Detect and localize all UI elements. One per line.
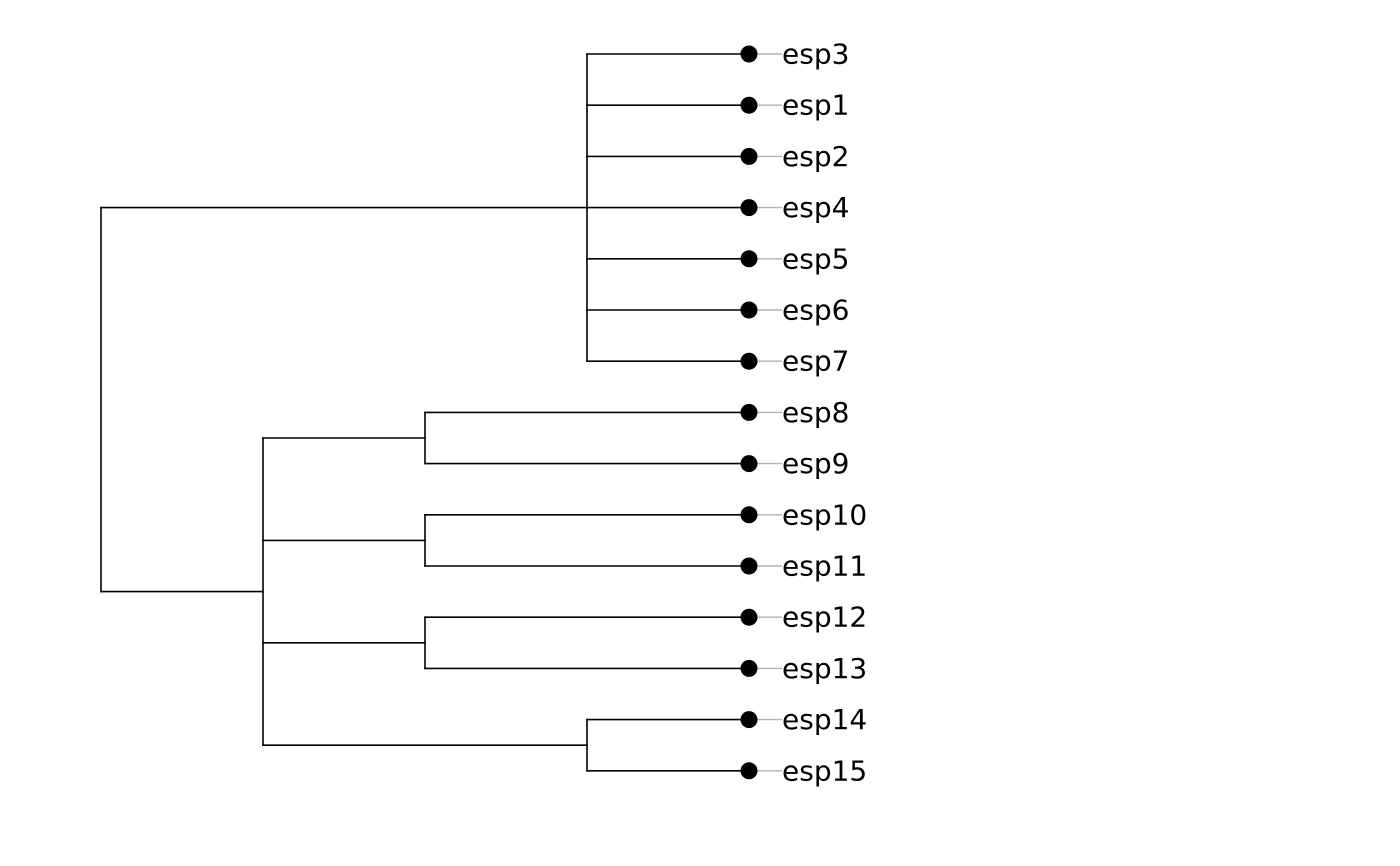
tip-label: esp7 bbox=[782, 345, 849, 378]
dendrogram-tips: esp3 esp1 esp2 esp4 esp5 esp6 esp7 esp8 esp9 esp1… bbox=[740, 38, 867, 787]
tip-label: esp13 bbox=[782, 652, 867, 685]
tip-point bbox=[740, 45, 758, 63]
tip-point bbox=[740, 455, 758, 473]
tip-point bbox=[740, 199, 758, 217]
tip-label: esp2 bbox=[782, 140, 849, 173]
tip-point bbox=[740, 147, 758, 165]
tip-label: esp14 bbox=[782, 703, 867, 736]
tip-point bbox=[740, 659, 758, 677]
tip-point bbox=[740, 352, 758, 370]
tip-label: esp4 bbox=[782, 191, 849, 224]
tip-point bbox=[740, 608, 758, 626]
tip-label: esp11 bbox=[782, 550, 867, 583]
tip-point bbox=[740, 250, 758, 268]
tip-point bbox=[740, 403, 758, 421]
tip-label: esp5 bbox=[782, 242, 849, 275]
tip-point bbox=[740, 506, 758, 524]
tip-label: esp12 bbox=[782, 601, 867, 634]
tip-point bbox=[740, 96, 758, 114]
tip-label: esp3 bbox=[782, 38, 849, 71]
tip-label: esp8 bbox=[782, 396, 849, 429]
tip-label: esp9 bbox=[782, 447, 849, 480]
tip-label: esp10 bbox=[782, 498, 867, 531]
dendrogram-branches bbox=[100, 53, 750, 772]
tip-label: esp6 bbox=[782, 294, 849, 327]
tip-point bbox=[740, 711, 758, 729]
tip-point bbox=[740, 557, 758, 575]
tip-label: esp1 bbox=[782, 89, 849, 122]
tip-point bbox=[740, 301, 758, 319]
tip-point bbox=[740, 762, 758, 780]
tip-label: esp15 bbox=[782, 754, 867, 787]
